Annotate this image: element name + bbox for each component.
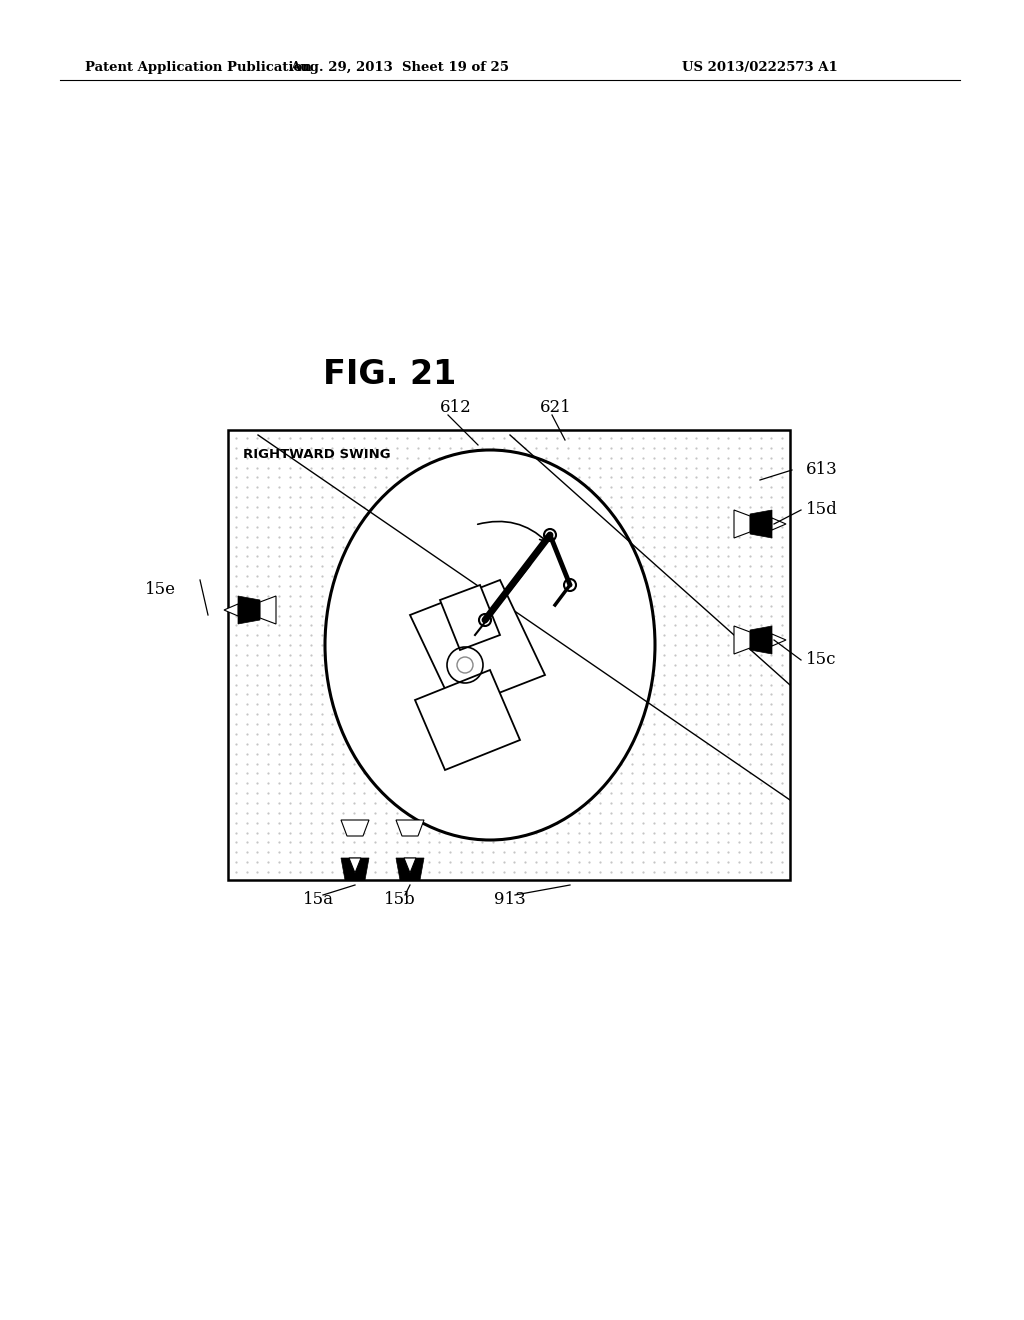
Text: US 2013/0222573 A1: US 2013/0222573 A1: [682, 62, 838, 74]
Polygon shape: [772, 634, 786, 645]
Polygon shape: [734, 510, 750, 539]
Polygon shape: [396, 820, 424, 836]
Text: 15c: 15c: [806, 652, 837, 668]
Text: 15b: 15b: [384, 891, 416, 908]
Bar: [228, 430, 790, 880]
FancyArrowPatch shape: [477, 521, 547, 541]
Polygon shape: [750, 626, 772, 653]
Polygon shape: [415, 671, 520, 770]
Polygon shape: [341, 820, 369, 836]
Text: 612: 612: [440, 400, 472, 417]
Polygon shape: [772, 517, 786, 531]
Polygon shape: [349, 858, 361, 873]
Polygon shape: [410, 579, 545, 710]
Polygon shape: [396, 858, 424, 880]
Polygon shape: [750, 510, 772, 539]
Text: Aug. 29, 2013  Sheet 19 of 25: Aug. 29, 2013 Sheet 19 of 25: [291, 62, 510, 74]
Text: 913: 913: [495, 891, 526, 908]
Polygon shape: [341, 858, 369, 880]
Text: 613: 613: [806, 462, 838, 479]
Polygon shape: [238, 597, 260, 624]
Polygon shape: [440, 585, 500, 649]
Polygon shape: [734, 626, 750, 653]
Text: FIG. 21: FIG. 21: [324, 359, 457, 392]
Polygon shape: [404, 858, 416, 873]
Text: Patent Application Publication: Patent Application Publication: [85, 62, 311, 74]
Polygon shape: [260, 597, 276, 624]
Text: 15d: 15d: [806, 502, 838, 519]
Text: 15e: 15e: [145, 582, 176, 598]
Polygon shape: [224, 605, 238, 616]
Text: RIGHTWARD SWING: RIGHTWARD SWING: [243, 449, 390, 462]
Text: 621: 621: [540, 400, 571, 417]
Ellipse shape: [325, 450, 655, 840]
Text: 15a: 15a: [302, 891, 334, 908]
